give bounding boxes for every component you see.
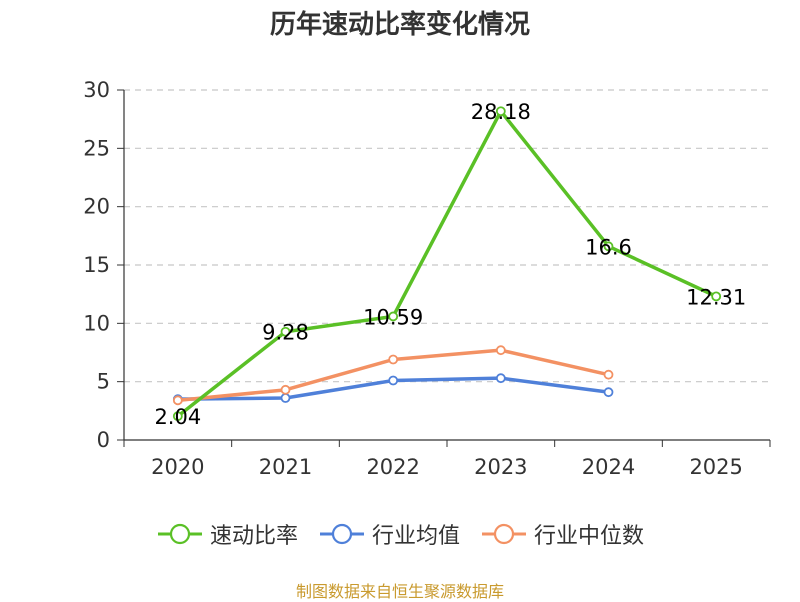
y-tick-label: 10 xyxy=(83,311,110,335)
y-tick-label: 20 xyxy=(83,195,110,219)
chart-title: 历年速动比率变化情况 xyxy=(269,10,530,40)
x-tick-label: 2023 xyxy=(474,455,527,479)
legend: 速动比率 行业均值 行业中位数 xyxy=(0,518,800,550)
data-point xyxy=(388,354,399,365)
legend-item-2[interactable]: 行业中位数 xyxy=(480,518,644,550)
data-label: 9.28 xyxy=(262,321,309,345)
data-point xyxy=(172,395,183,406)
data-point xyxy=(388,375,399,386)
data-point xyxy=(280,326,291,337)
data-point xyxy=(280,393,291,403)
legend-marker-icon xyxy=(482,523,526,545)
y-tick-label: 5 xyxy=(97,370,110,394)
x-tick-label: 2020 xyxy=(151,455,204,479)
legend-item-0[interactable]: 速动比率 xyxy=(156,518,298,550)
data-point xyxy=(603,369,614,380)
data-label: 10.59 xyxy=(363,305,423,329)
x-tick-label: 2022 xyxy=(366,455,419,479)
data-point xyxy=(495,345,506,356)
series-line-0 xyxy=(176,109,717,418)
legend-label: 速动比率 xyxy=(209,524,298,549)
y-tick-label: 15 xyxy=(83,253,110,277)
y-tick-label: 25 xyxy=(83,136,110,160)
source-note: 制图数据来自恒生聚源数据库 xyxy=(295,582,504,601)
y-tick-label: 30 xyxy=(83,78,110,102)
data-point xyxy=(603,387,614,398)
data-point xyxy=(495,373,506,384)
legend-marker-icon xyxy=(157,523,202,545)
x-tick-label: 2025 xyxy=(689,455,742,479)
data-point xyxy=(280,384,291,395)
data-label: 12.31 xyxy=(686,285,746,309)
data-label: 2.04 xyxy=(154,405,201,429)
legend-marker-icon xyxy=(319,523,364,545)
x-tick-label: 2024 xyxy=(582,455,635,479)
data-point xyxy=(388,311,399,322)
data-label: 16.6 xyxy=(585,235,632,259)
data-point xyxy=(603,241,614,252)
legend-label: 行业均值 xyxy=(371,524,460,549)
data-label: 28.18 xyxy=(471,100,531,124)
legend-label: 行业中位数 xyxy=(534,524,645,549)
data-point xyxy=(495,106,506,117)
y-tick-label: 0 xyxy=(97,428,110,452)
x-tick-label: 2021 xyxy=(259,455,312,479)
data-point xyxy=(711,291,722,302)
data-point xyxy=(172,411,183,422)
legend-item-1[interactable]: 行业均值 xyxy=(318,518,460,550)
